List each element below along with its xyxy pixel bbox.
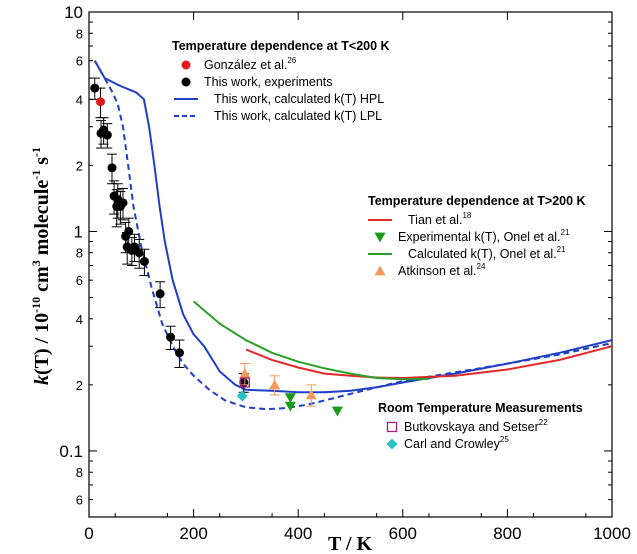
series-line-onel_calc bbox=[192, 300, 429, 381]
point-this_work_exp bbox=[155, 289, 165, 299]
legend-label-tian: Tian et al.18 bbox=[408, 211, 472, 227]
legend-swatch-onel_exp bbox=[374, 232, 386, 243]
legend-reference-number: 21 bbox=[557, 245, 566, 254]
point-this_work_exp bbox=[166, 332, 176, 342]
y-minor-tick-label: 2 bbox=[76, 158, 83, 173]
y-axis-title-part: (T) / 10 bbox=[31, 313, 53, 375]
legend-reference-number: 22 bbox=[539, 418, 548, 427]
legend: Temperature dependence at T<200 K Gonzále… bbox=[172, 39, 586, 451]
point-onel_exp bbox=[284, 393, 296, 404]
x-axis-title: T / K bbox=[328, 533, 373, 554]
y-axis-title-superscript: -1 bbox=[29, 170, 43, 180]
y-axis-title-superscript: -1 bbox=[29, 147, 43, 157]
point-carl bbox=[236, 390, 248, 402]
legend-label-hpl: This work, calculated k(T) HPL bbox=[214, 92, 384, 106]
y-minor-tick-label: 8 bbox=[76, 465, 83, 480]
point-this_work_exp bbox=[107, 163, 117, 173]
legend-swatch-carl bbox=[386, 438, 398, 450]
point-onel_exp bbox=[331, 406, 343, 417]
point-this_work_exp bbox=[124, 226, 134, 236]
point-this_work_exp bbox=[90, 83, 100, 93]
y-minor-tick-label: 4 bbox=[76, 312, 83, 327]
legend-label-onel_exp: Experimental k(T), Onel et al.21 bbox=[398, 228, 570, 244]
legend-group-title: Temperature dependence at T<200 K bbox=[172, 39, 390, 53]
x-tick-label: 1000 bbox=[593, 524, 631, 543]
legend-label-onel_calc: Calculated k(T), Onel et al.21 bbox=[408, 245, 566, 261]
marker-layer bbox=[89, 77, 343, 417]
y-axis-title-part: molecule bbox=[31, 180, 53, 261]
point-this_work_exp bbox=[174, 348, 184, 358]
legend-reference-number: 26 bbox=[287, 56, 296, 65]
legend-label-text: Tian et al. bbox=[408, 213, 462, 227]
plot-frame bbox=[88, 11, 613, 518]
legend-swatch-this_work_exp bbox=[181, 77, 191, 87]
point-atkinson bbox=[269, 379, 281, 390]
point-this_work_exp bbox=[139, 256, 149, 266]
y-minor-tick-label: 6 bbox=[76, 493, 83, 508]
legend-reference-number: 25 bbox=[500, 435, 509, 444]
y-minor-tick-label: 8 bbox=[76, 26, 83, 41]
legend-label-text: Butkovskaya and Setser bbox=[404, 420, 539, 434]
legend-label-butkovskaya: Butkovskaya and Setser22 bbox=[404, 418, 548, 434]
legend-label-lpl: This work, calculated k(T) LPL bbox=[214, 109, 382, 123]
legend-group-title: Temperature dependence at T>200 K bbox=[368, 194, 586, 208]
y-axis-title: k(T) / 10-10​ cm3​ molecule-1​ s-1​ bbox=[29, 147, 53, 385]
x-tick-label: 600 bbox=[389, 524, 417, 543]
legend-label-text: Carl and Crowley bbox=[404, 437, 501, 451]
point-atkinson bbox=[305, 389, 317, 400]
y-tick-label: 1 bbox=[74, 222, 83, 241]
legend-group-title: Room Temperature Measurements bbox=[378, 401, 583, 415]
legend-label-this_work_exp: This work, experiments bbox=[204, 75, 333, 89]
point-butkovskaya bbox=[239, 377, 251, 388]
legend-swatch-atkinson bbox=[374, 265, 386, 276]
legend-swatch-butkovskaya bbox=[386, 421, 398, 433]
legend-swatch-gonzalez bbox=[181, 60, 191, 70]
y-minor-tick-label: 2 bbox=[76, 378, 83, 393]
legend-label-text: Atkinson et al. bbox=[398, 264, 477, 278]
point-onel_exp bbox=[284, 401, 296, 412]
legend-reference-number: 18 bbox=[462, 211, 471, 220]
series-layer bbox=[93, 60, 613, 411]
x-tick-label: 400 bbox=[284, 524, 312, 543]
legend-label-gonzalez: González et al.26 bbox=[204, 56, 297, 72]
y-tick-label: 10 bbox=[64, 3, 83, 22]
legend-reference-number: 21 bbox=[561, 228, 570, 237]
legend-label-carl: Carl and Crowley25 bbox=[404, 435, 509, 451]
y-minor-tick-label: 6 bbox=[76, 273, 83, 288]
y-axis-title-part: s bbox=[31, 157, 53, 170]
legend-label-text: This work, calculated k(T) HPL bbox=[214, 92, 384, 106]
point-this_work_exp bbox=[134, 248, 144, 258]
x-tick-label: 200 bbox=[179, 524, 207, 543]
legend-label-atkinson: Atkinson et al.24 bbox=[398, 262, 486, 278]
x-tick-label: 0 bbox=[84, 524, 93, 543]
point-gonzalez bbox=[96, 97, 106, 107]
legend-label-text: This work, experiments bbox=[204, 75, 333, 89]
y-minor-tick-label: 4 bbox=[76, 92, 83, 107]
point-this_work_exp bbox=[102, 130, 112, 140]
legend-reference-number: 24 bbox=[477, 262, 486, 271]
y-axis-title-superscript: -10 bbox=[29, 297, 43, 313]
y-minor-tick-label: 8 bbox=[76, 246, 83, 261]
y-axis-title-part: cm bbox=[31, 266, 53, 297]
y-tick-label: 0.1 bbox=[59, 442, 83, 461]
point-this_work_exp bbox=[118, 198, 128, 208]
point-atkinson bbox=[239, 368, 251, 379]
x-tick-label: 800 bbox=[493, 524, 521, 543]
legend-label-text: This work, calculated k(T) LPL bbox=[214, 109, 382, 123]
legend-label-text: González et al. bbox=[204, 58, 287, 72]
legend-label-text: Experimental k(T), Onel et al. bbox=[398, 230, 561, 244]
y-axis-title-superscript: 3 bbox=[29, 260, 43, 266]
y-minor-tick-label: 6 bbox=[76, 54, 83, 69]
y-axis-title-part: k bbox=[31, 375, 53, 385]
legend-label-text: Calculated k(T), Onel et al. bbox=[408, 247, 557, 261]
